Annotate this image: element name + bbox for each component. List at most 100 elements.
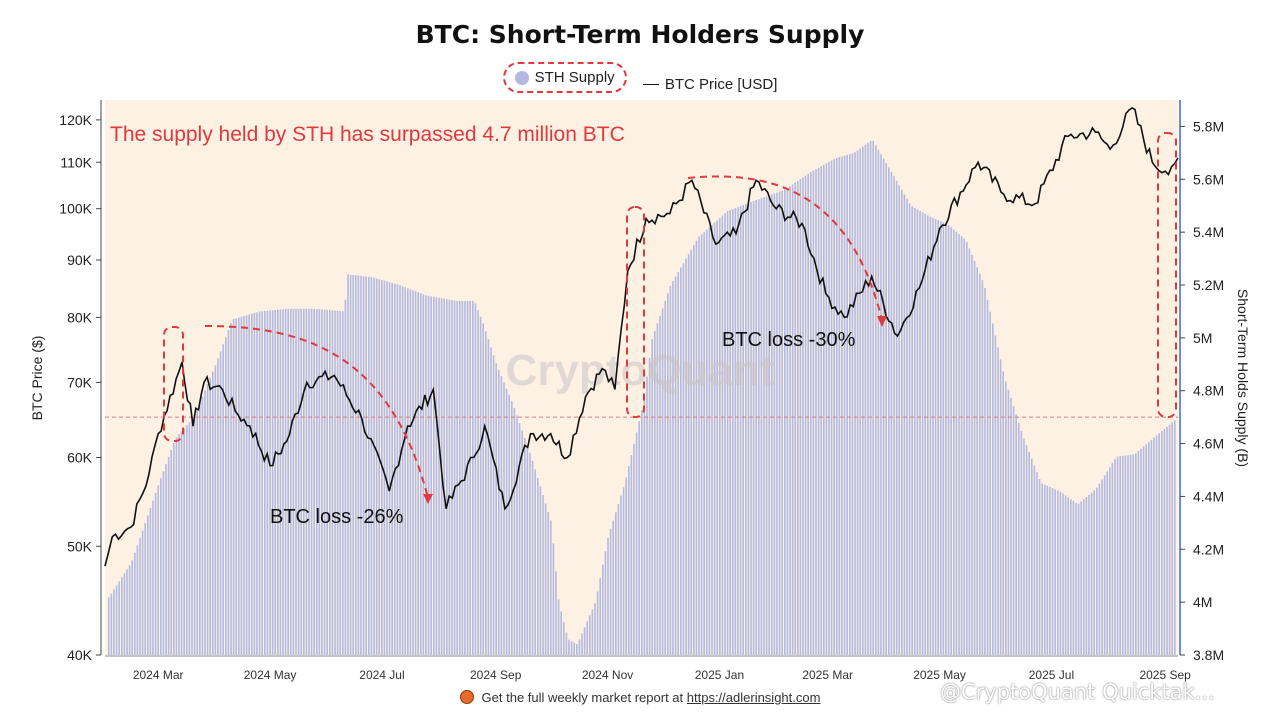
sth-supply-bar xyxy=(466,300,469,655)
sth-supply-bar xyxy=(407,288,409,655)
sth-supply-bar xyxy=(950,227,952,655)
sth-supply-bar xyxy=(620,495,622,655)
sth-supply-bar xyxy=(789,186,791,655)
legend-item-btc-price[interactable]: BTC Price [USD] xyxy=(642,76,777,93)
sth-supply-bar xyxy=(303,308,305,655)
sth-supply-bar xyxy=(448,299,451,655)
footer: Get the full weekly market report at htt… xyxy=(0,690,1280,705)
sth-supply-bar xyxy=(976,267,978,655)
sth-supply-bar xyxy=(477,310,479,655)
sth-supply-bar xyxy=(742,205,744,655)
sth-supply-bar xyxy=(674,276,677,655)
sth-supply-bar xyxy=(144,523,146,655)
sth-supply-bar xyxy=(682,263,685,655)
sth-supply-bar xyxy=(230,323,232,655)
sth-supply-bar xyxy=(248,314,250,655)
sth-supply-bar xyxy=(906,198,908,656)
sth-supply-bar xyxy=(313,308,315,655)
annotation-loss-26: BTC loss -26% xyxy=(270,506,404,528)
sth-supply-bar xyxy=(903,194,906,656)
sth-supply-bar xyxy=(334,310,336,655)
sth-supply-bar xyxy=(560,611,562,655)
arc-arrow-loss-26 xyxy=(204,325,429,499)
sth-supply-bar xyxy=(794,182,796,655)
legend-label-sth: STH Supply xyxy=(534,69,615,86)
report-link[interactable]: https://adlerinsight.com xyxy=(686,690,821,705)
sth-supply-bar xyxy=(828,161,830,655)
sth-supply-bar xyxy=(495,363,497,655)
sth-supply-bar xyxy=(1015,414,1017,655)
btc-price-line xyxy=(104,106,1179,567)
sth-supply-bar xyxy=(823,164,825,656)
sth-supply-bar xyxy=(648,357,651,655)
sth-supply-bar xyxy=(911,206,913,655)
sth-supply-bar xyxy=(752,201,755,655)
sth-supply-bar xyxy=(1012,406,1015,655)
sth-supply-bar xyxy=(1109,467,1111,655)
sth-supply-bar xyxy=(1059,491,1062,655)
sth-supply-bar xyxy=(706,229,708,655)
sth-supply-bar xyxy=(141,530,144,655)
sth-supply-bar xyxy=(547,512,549,655)
sth-supply-bar xyxy=(1080,501,1082,655)
sth-supply-bar xyxy=(1075,503,1077,655)
sth-supply-bar xyxy=(810,172,812,655)
sth-supply-bar xyxy=(191,419,193,655)
sth-supply-bar xyxy=(1044,484,1046,655)
sth-supply-bar xyxy=(1101,479,1103,655)
sth-supply-bar xyxy=(1168,424,1171,655)
sth-supply-bar xyxy=(180,431,183,655)
right-tick-label: 4.6M xyxy=(1193,436,1224,452)
sth-supply-bar xyxy=(1096,487,1098,655)
sth-supply-bar xyxy=(1023,438,1025,655)
sth-supply-bar xyxy=(680,267,682,655)
sth-supply-bar xyxy=(500,376,503,655)
right-tick-label: 3.8M xyxy=(1193,647,1224,663)
sth-supply-bar xyxy=(472,300,474,655)
sth-supply-bar xyxy=(1171,422,1173,655)
sth-supply-bar xyxy=(807,173,809,655)
sth-supply-bar xyxy=(635,432,638,655)
legend-swatch-sth xyxy=(514,70,529,85)
sth-supply-bar xyxy=(771,194,773,655)
legend-item-sth-supply[interactable]: STH Supply xyxy=(502,62,627,93)
arrow-head-loss-30 xyxy=(877,316,887,327)
sth-supply-bar xyxy=(820,166,822,655)
sth-supply-bar xyxy=(212,371,214,655)
sth-supply-bar xyxy=(310,308,313,655)
x-tick-label: 2024 Jul xyxy=(359,668,404,682)
sth-supply-bar xyxy=(147,515,149,655)
sth-supply-bar xyxy=(342,311,344,655)
sth-supply-bar xyxy=(594,603,596,655)
sth-supply-bar xyxy=(154,493,157,655)
sth-supply-bar xyxy=(121,577,123,655)
sth-supply-bar xyxy=(989,311,991,655)
sth-supply-bar xyxy=(1140,448,1142,655)
x-tick-label: 2025 Mar xyxy=(802,668,853,682)
sth-supply-bar xyxy=(518,423,521,655)
sth-supply-bar xyxy=(297,308,300,655)
sth-supply-bar xyxy=(386,281,388,655)
sth-supply-bar xyxy=(568,639,570,655)
sth-supply-bar xyxy=(838,157,841,655)
sth-supply-bar xyxy=(253,313,256,655)
sth-supply-bar xyxy=(157,485,159,655)
sth-supply-bar xyxy=(256,312,258,655)
sth-supply-bar xyxy=(1174,420,1176,655)
sth-supply-bar xyxy=(534,469,536,655)
x-axis: 2024 Mar 2024 May 2024 Jul 2024 Sep 2024 Nov… xyxy=(105,655,1191,682)
sth-supply-bar xyxy=(225,337,227,655)
sth-supply-bar xyxy=(763,197,765,655)
sth-supply-bar xyxy=(760,198,763,655)
sth-supply-bar xyxy=(997,347,999,655)
sth-supply-bar xyxy=(877,149,880,655)
sth-supply-bar xyxy=(479,316,482,655)
sth-supply-bar xyxy=(438,297,440,655)
sth-supply-bar xyxy=(664,300,666,655)
sth-supply-bar xyxy=(323,309,326,655)
sth-supply-bar xyxy=(196,409,198,655)
sth-supply-bar xyxy=(391,283,393,655)
sth-supply-bar xyxy=(1106,471,1108,655)
sth-supply-bar xyxy=(355,275,357,655)
arc-arrow-loss-30 xyxy=(687,175,883,321)
